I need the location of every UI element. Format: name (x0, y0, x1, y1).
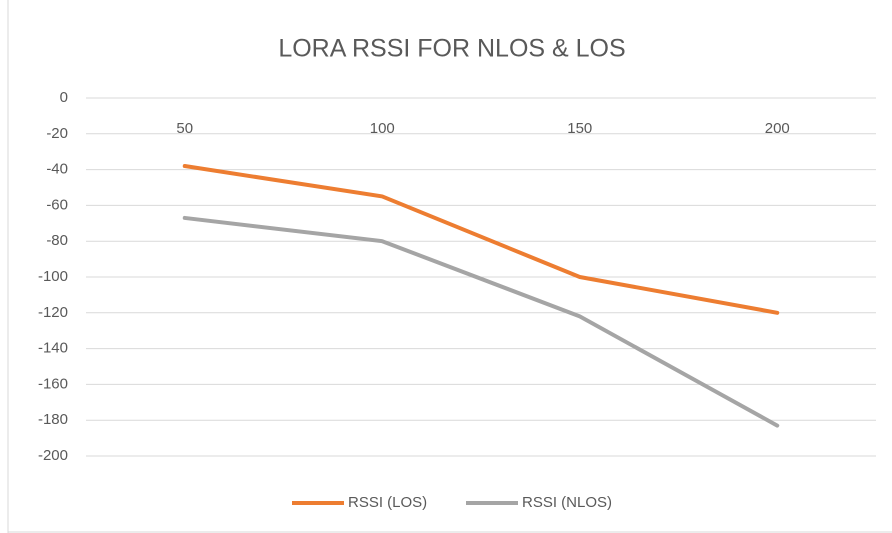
legend-label: RSSI (NLOS) (522, 494, 612, 511)
y-tick-label: -20 (46, 125, 68, 142)
chart-title: LORA RSSI FOR NLOS & LOS (278, 35, 625, 63)
line-series (182, 215, 780, 428)
line-series (182, 164, 780, 315)
y-tick-label: -200 (38, 447, 68, 464)
x-tick-label: 50 (176, 120, 193, 137)
legend-label: RSSI (LOS) (348, 494, 427, 511)
y-tick-label: -40 (46, 161, 68, 178)
y-tick-label: -80 (46, 232, 68, 249)
x-tick-label: 100 (370, 120, 395, 137)
y-tick-label: 0 (60, 89, 68, 106)
x-tick-label: 200 (765, 120, 790, 137)
y-tick-label: -180 (38, 411, 68, 428)
y-tick-label: -160 (38, 375, 68, 392)
y-tick-label: -100 (38, 268, 68, 285)
y-tick-label: -120 (38, 304, 68, 321)
y-tick-label: -60 (46, 196, 68, 213)
x-tick-label: 150 (567, 120, 592, 137)
y-tick-label: -140 (38, 340, 68, 357)
